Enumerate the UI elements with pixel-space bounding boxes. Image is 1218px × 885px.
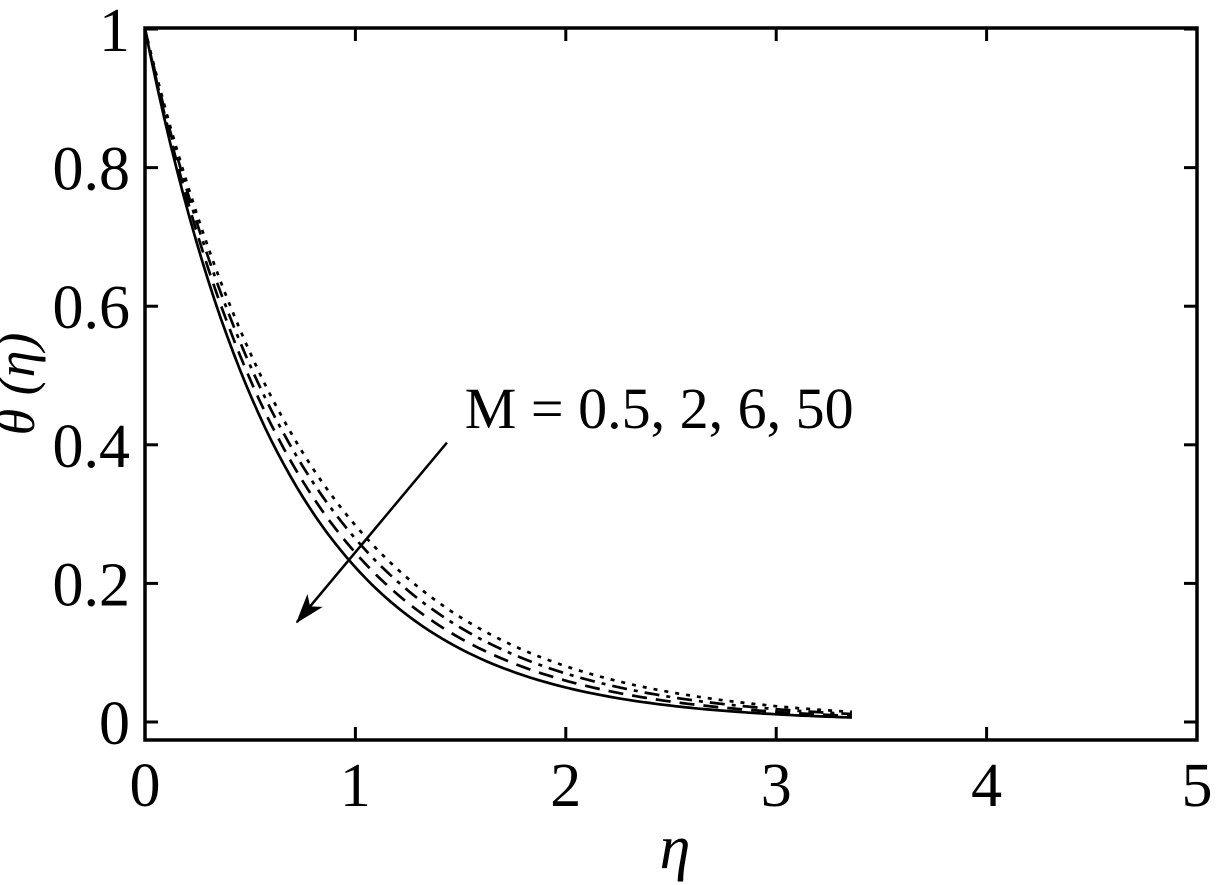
- ticks-layer: [143, 27, 1199, 740]
- x-tick-label: 3: [761, 752, 792, 820]
- curves-layer: [143, 28, 852, 719]
- curve-m-2: [143, 28, 852, 716]
- annotation-layer: [295, 441, 448, 624]
- annotation-arrow-line: [295, 441, 448, 624]
- y-tick-label: 0.8: [53, 136, 131, 204]
- x-axis-label: η: [660, 814, 691, 882]
- x-tick-label: 0: [130, 752, 161, 820]
- annotation-m-values-label: M = 0.5, 2, 6, 50: [465, 376, 854, 441]
- y-tick-label: 1: [99, 0, 130, 65]
- y-tick-label: 0: [99, 690, 130, 758]
- plot-border: [143, 26, 1199, 742]
- curve-m-50: [143, 28, 852, 719]
- x-tick-label: 5: [1182, 752, 1213, 820]
- y-tick-label: 0.6: [53, 274, 131, 342]
- plot-area: [143, 26, 1199, 742]
- x-tick-label: 1: [340, 752, 371, 820]
- x-tick-label: 4: [971, 752, 1002, 820]
- curve-m-6: [143, 28, 852, 718]
- x-tick-label: 2: [550, 752, 581, 820]
- curve-m-0-5: [143, 28, 852, 714]
- y-axis-label: θ (η): [0, 333, 46, 436]
- annotation-arrow-head: [295, 593, 323, 624]
- y-tick-label: 0.2: [53, 551, 131, 619]
- y-tick-label: 0.4: [53, 413, 131, 481]
- tick-labels-layer: 0 1 2 3 4 5 0 0.2 0.4 0.6 0.8 1: [53, 0, 1213, 820]
